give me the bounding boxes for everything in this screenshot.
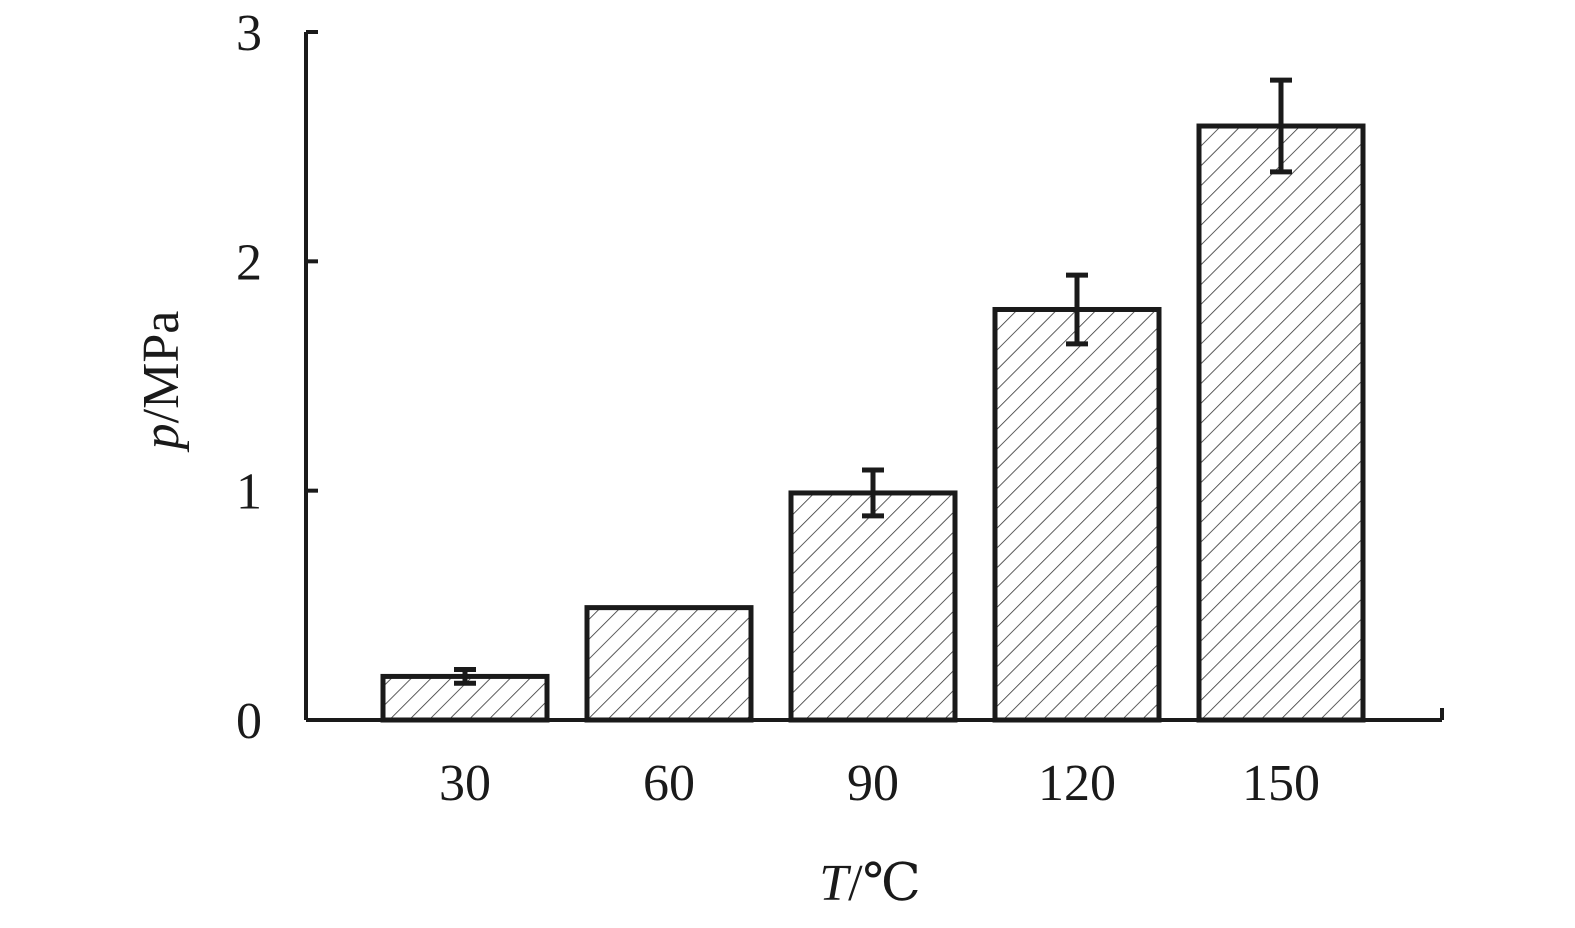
error-bar-30 — [454, 667, 476, 686]
y-tick-label: 3 — [236, 5, 262, 62]
x-axis-unit: /℃ — [848, 855, 921, 912]
bar-90 — [788, 490, 958, 723]
y-tick-label: 2 — [236, 234, 262, 291]
error-bar-90 — [862, 467, 884, 519]
bar-150 — [1196, 123, 1366, 723]
error-bar-120 — [1066, 272, 1088, 347]
x-tick-label-120: 120 — [1038, 755, 1116, 812]
error-bars-group — [454, 77, 1292, 686]
y-axis-unit: /MPa — [133, 311, 190, 424]
y-axis-title: p/MPa — [133, 311, 190, 454]
x-tick-label-90: 90 — [847, 755, 899, 812]
bar-120 — [992, 306, 1162, 723]
x-tick-label-60: 60 — [643, 755, 695, 812]
x-tick-label-30: 30 — [439, 755, 491, 812]
x-axis-title: T/℃ — [819, 855, 921, 912]
bar-60 — [584, 605, 754, 723]
y-tick-label: 0 — [236, 693, 262, 750]
x-tick-label-150: 150 — [1242, 755, 1320, 812]
x-axis-tick-labels: 30 60 90 120 150 — [439, 755, 1320, 812]
y-axis-variable: p — [133, 423, 190, 453]
error-bar-150 — [1270, 77, 1292, 175]
y-tick-label: 1 — [236, 464, 262, 521]
bars-group — [380, 123, 1366, 723]
y-axis-ticks: 0 1 2 3 — [236, 5, 318, 750]
x-axis-variable: T — [819, 855, 851, 912]
